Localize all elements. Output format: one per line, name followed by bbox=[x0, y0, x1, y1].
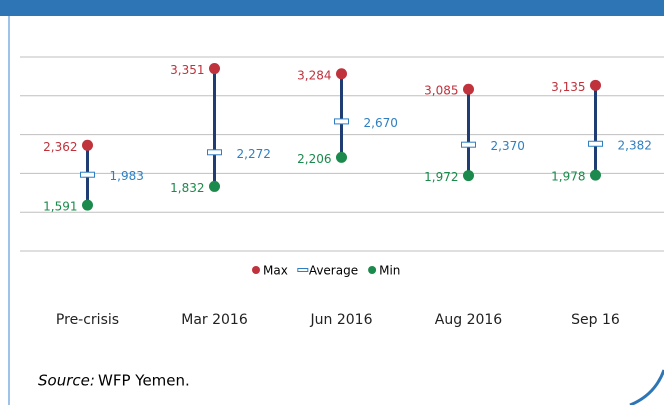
source-label: Source: bbox=[38, 372, 95, 390]
legend-label: Min bbox=[379, 264, 400, 278]
average-marker bbox=[588, 140, 603, 147]
average-label: 1,983 bbox=[110, 169, 144, 183]
source-text: WFP Yemen. bbox=[98, 372, 190, 390]
header-bar bbox=[0, 0, 664, 16]
min-point bbox=[82, 199, 93, 211]
max-point bbox=[463, 83, 474, 95]
max-label: 3,085 bbox=[424, 84, 458, 98]
max-label: 3,351 bbox=[170, 63, 204, 77]
x-tick-label: Jun 2016 bbox=[310, 312, 373, 328]
average-label: 2,370 bbox=[491, 139, 525, 153]
min-label: 1,972 bbox=[424, 170, 458, 184]
min-point bbox=[209, 180, 220, 192]
average-marker bbox=[207, 149, 222, 156]
legend-swatch bbox=[368, 266, 377, 274]
average-marker bbox=[461, 141, 476, 148]
frame-corner bbox=[629, 369, 664, 405]
max-point bbox=[336, 68, 347, 80]
min-point bbox=[336, 151, 347, 163]
x-tick-label: Aug 2016 bbox=[435, 312, 503, 328]
x-tick-label: Mar 2016 bbox=[181, 312, 248, 328]
max-label: 3,284 bbox=[297, 68, 331, 82]
max-label: 3,135 bbox=[551, 80, 585, 94]
max-point bbox=[209, 63, 220, 75]
min-point bbox=[463, 170, 474, 182]
legend-swatch bbox=[252, 266, 260, 274]
min-label: 1,978 bbox=[551, 170, 585, 184]
min-label: 1,591 bbox=[43, 200, 77, 214]
max-point bbox=[590, 79, 601, 91]
min-label: 1,832 bbox=[170, 181, 204, 195]
legend-label: Max bbox=[263, 264, 288, 278]
x-tick-label: Sep 16 bbox=[571, 312, 620, 328]
legend-swatch bbox=[297, 268, 309, 272]
average-marker bbox=[334, 118, 349, 125]
min-label: 2,206 bbox=[297, 152, 331, 166]
average-label: 2,272 bbox=[237, 147, 271, 161]
legend-label: Average bbox=[309, 264, 358, 278]
x-tick-label: Pre-crisis bbox=[56, 312, 119, 328]
average-label: 2,382 bbox=[618, 138, 652, 152]
max-point bbox=[82, 139, 93, 151]
max-label: 2,362 bbox=[43, 140, 77, 154]
average-marker bbox=[80, 171, 95, 178]
min-point bbox=[590, 169, 601, 181]
average-label: 2,670 bbox=[364, 116, 398, 130]
